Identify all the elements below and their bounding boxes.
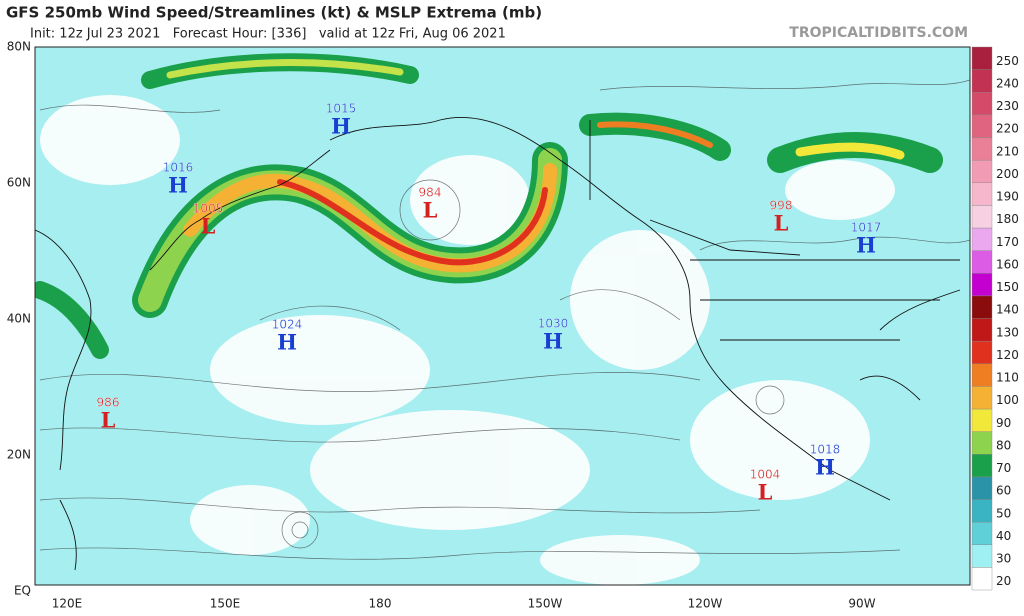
- lon-label: 150W: [528, 597, 563, 611]
- colorbar-label: 160: [996, 257, 1019, 271]
- colorbar-label: 60: [996, 484, 1011, 498]
- colorbar-cell: [971, 137, 993, 161]
- colorbar-label: 180: [996, 212, 1019, 226]
- colorbar-cell: [971, 205, 993, 229]
- pressure-value: 1024: [272, 318, 303, 332]
- lat-label: 40N: [7, 312, 31, 326]
- pressure-value: 1015: [326, 102, 357, 116]
- pressure-value: 1018: [810, 443, 841, 457]
- map-frame: [34, 46, 971, 586]
- lat-label: 20N: [7, 448, 31, 462]
- pressure-center-letter: H: [331, 114, 351, 139]
- colorbar-cell: [971, 318, 993, 342]
- pressure-center-letter: H: [815, 455, 835, 480]
- colorbar-cell: [971, 250, 993, 274]
- colorbar-cell: [971, 386, 993, 410]
- pressure-center-letter: L: [201, 214, 216, 239]
- pressure-center-letter: L: [758, 480, 773, 505]
- colorbar-label: 40: [996, 529, 1011, 543]
- lat-label: 60N: [7, 176, 31, 190]
- colorbar-cell: [971, 273, 993, 297]
- lon-label: 120W: [688, 597, 723, 611]
- colorbar-label: 20: [996, 574, 1011, 588]
- colorbar-label: 130: [996, 325, 1019, 339]
- colorbar-cell: [971, 69, 993, 93]
- colorbar-label: 70: [996, 461, 1011, 475]
- colorbar-cell: [971, 567, 993, 591]
- pressure-center-letter: H: [168, 173, 188, 198]
- colorbar-label: 100: [996, 393, 1019, 407]
- colorbar-cell: [971, 114, 993, 138]
- colorbar-cell: [971, 454, 993, 478]
- pressure-value: 1004: [750, 468, 781, 482]
- pressure-center-letter: H: [856, 233, 876, 258]
- colorbar-cell: [971, 159, 993, 183]
- pressure-center-letter: H: [277, 330, 297, 355]
- title: GFS 250mb Wind Speed/Streamlines (kt) & …: [6, 4, 542, 22]
- colorbar-label: 140: [996, 303, 1019, 317]
- colorbar-label: 30: [996, 552, 1011, 566]
- colorbar-label: 230: [996, 99, 1019, 113]
- pressure-value: 984: [419, 186, 442, 200]
- colorbar-label: 210: [996, 144, 1019, 158]
- lat-label: 80N: [7, 40, 31, 54]
- colorbar-cell: [971, 182, 993, 206]
- colorbar-cell: [971, 92, 993, 116]
- lat-label: EQ: [14, 584, 31, 598]
- colorbar-cell: [971, 46, 993, 70]
- colorbar-label: 220: [996, 122, 1019, 136]
- lon-label: 180: [369, 597, 392, 611]
- colorbar-label: 170: [996, 235, 1019, 249]
- colorbar-cell: [971, 363, 993, 387]
- colorbar-cell: [971, 544, 993, 568]
- colorbar-cell: [971, 499, 993, 523]
- colorbar-label: 240: [996, 76, 1019, 90]
- colorbar-cell: [971, 431, 993, 455]
- site-credit: TROPICALTIDBITS.COM: [789, 25, 968, 41]
- pressure-value: 1016: [163, 161, 194, 175]
- pressure-value: 1005: [193, 202, 224, 216]
- colorbar-label: 90: [996, 416, 1011, 430]
- lon-label: 120E: [52, 597, 83, 611]
- pressure-value: 1017: [851, 221, 882, 235]
- colorbar-cell: [971, 227, 993, 251]
- colorbar-label: 50: [996, 506, 1011, 520]
- pressure-value: 986: [97, 396, 120, 410]
- colorbar-cell: [971, 521, 993, 545]
- colorbar-label: 190: [996, 190, 1019, 204]
- colorbar-label: 80: [996, 438, 1011, 452]
- colorbar-label: 200: [996, 167, 1019, 181]
- colorbar-label: 110: [996, 371, 1019, 385]
- pressure-center-letter: L: [774, 211, 789, 236]
- colorbar-label: 250: [996, 54, 1019, 68]
- colorbar-cell: [971, 340, 993, 364]
- colorbar-cell: [971, 295, 993, 319]
- pressure-value: 1030: [538, 317, 569, 331]
- lon-label: 90W: [848, 597, 875, 611]
- map: [35, 47, 970, 585]
- colorbar-label: 150: [996, 280, 1019, 294]
- pressure-center-letter: L: [423, 198, 438, 223]
- colorbar-cell: [971, 476, 993, 500]
- pressure-value: 998: [770, 199, 793, 213]
- colorbar-label: 120: [996, 348, 1019, 362]
- lon-label: 150E: [210, 597, 241, 611]
- subtitle: Init: 12z Jul 23 2021 Forecast Hour: [33…: [30, 27, 506, 42]
- pressure-center-letter: H: [543, 329, 563, 354]
- colorbar-cell: [971, 408, 993, 432]
- pressure-center-letter: L: [101, 408, 116, 433]
